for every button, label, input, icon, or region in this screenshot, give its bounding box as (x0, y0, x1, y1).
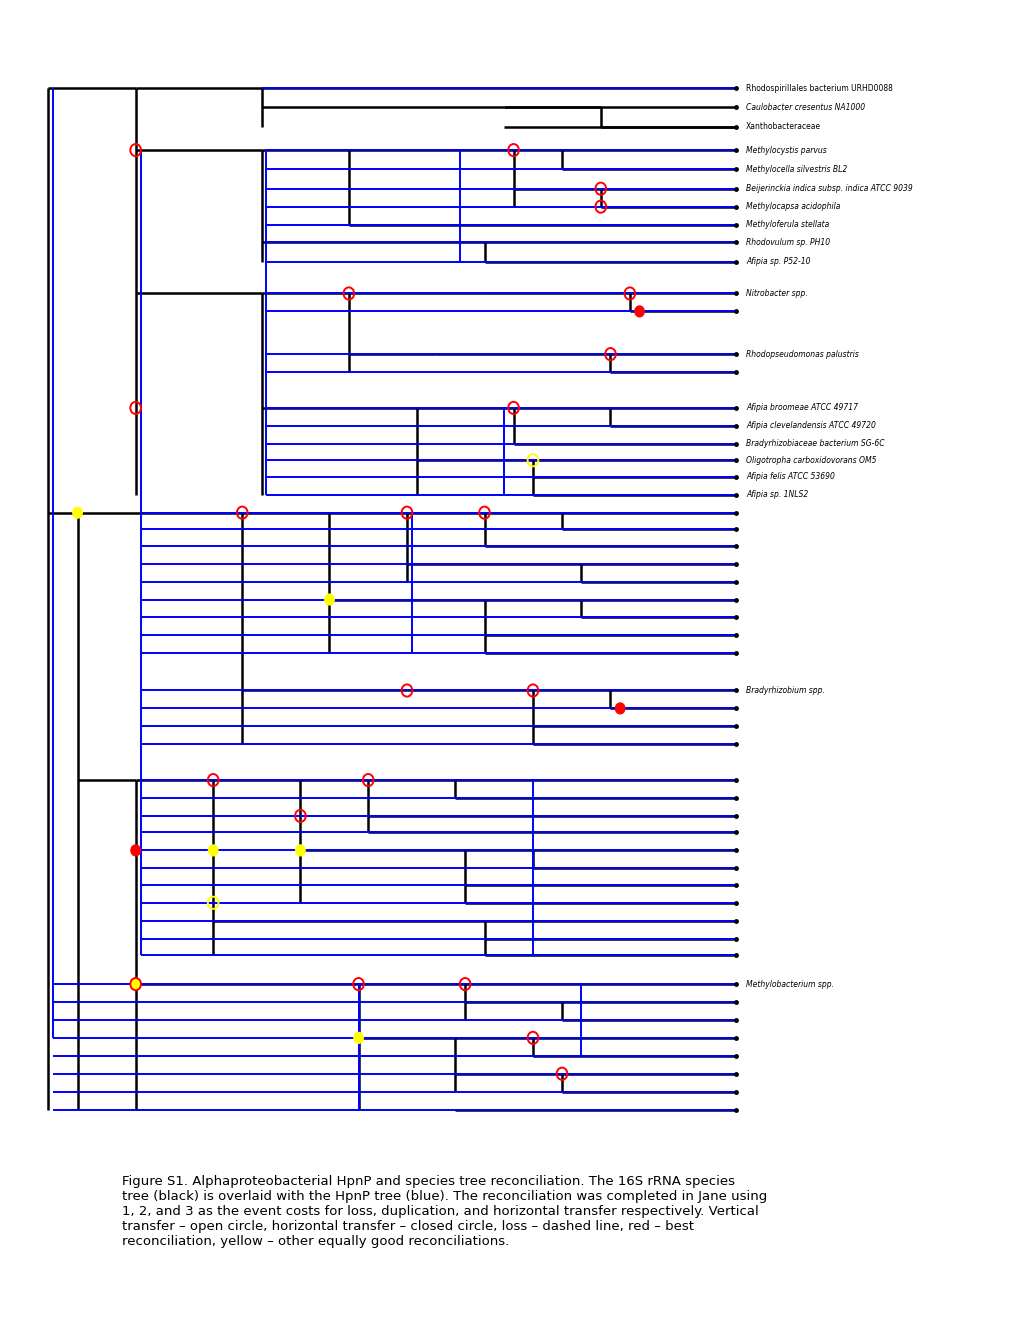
Text: Methylocella silvestris BL2: Methylocella silvestris BL2 (746, 165, 847, 174)
Text: Rhodovulum sp. PH10: Rhodovulum sp. PH10 (746, 238, 829, 247)
Text: Caulobacter cresentus NA1000: Caulobacter cresentus NA1000 (746, 103, 864, 112)
Text: Methylobacterium spp.: Methylobacterium spp. (746, 979, 834, 989)
Circle shape (614, 702, 625, 714)
Text: Afipia clevelandensis ATCC 49720: Afipia clevelandensis ATCC 49720 (746, 421, 875, 430)
Text: Bradyrhizobiaceae bacterium SG-6C: Bradyrhizobiaceae bacterium SG-6C (746, 440, 883, 449)
Text: Methylocapsa acidophila: Methylocapsa acidophila (746, 202, 840, 211)
Text: Nitrobacter spp.: Nitrobacter spp. (746, 289, 807, 298)
Circle shape (130, 845, 141, 855)
Text: Afipia sp. P52-10: Afipia sp. P52-10 (746, 257, 810, 267)
Circle shape (354, 1032, 363, 1043)
Text: Figure S1. Alphaproteobacterial HpnP and species tree reconciliation. The 16S rR: Figure S1. Alphaproteobacterial HpnP and… (122, 1175, 767, 1247)
Circle shape (72, 507, 83, 519)
Circle shape (208, 845, 218, 855)
Text: Methyloferula stellata: Methyloferula stellata (746, 220, 828, 230)
Text: Bradyrhizobium spp.: Bradyrhizobium spp. (746, 686, 824, 696)
Circle shape (130, 978, 141, 990)
Text: Beijerinckia indica subsp. indica ATCC 9039: Beijerinckia indica subsp. indica ATCC 9… (746, 185, 912, 193)
Text: Afipia sp. 1NLS2: Afipia sp. 1NLS2 (746, 490, 808, 499)
Text: Xanthobacteraceae: Xanthobacteraceae (746, 123, 820, 131)
Circle shape (296, 845, 305, 855)
Circle shape (324, 594, 334, 605)
Text: Methylocystis parvus: Methylocystis parvus (746, 145, 826, 154)
Circle shape (634, 306, 644, 317)
Text: Rhodopseudomonas palustris: Rhodopseudomonas palustris (746, 350, 858, 359)
Text: Afipia broomeae ATCC 49717: Afipia broomeae ATCC 49717 (746, 404, 857, 412)
Text: Rhodospirillales bacterium URHD0088: Rhodospirillales bacterium URHD0088 (746, 83, 892, 92)
Text: Oligotropha carboxidovorans OM5: Oligotropha carboxidovorans OM5 (746, 455, 875, 465)
Text: Afipia felis ATCC 53690: Afipia felis ATCC 53690 (746, 473, 835, 482)
